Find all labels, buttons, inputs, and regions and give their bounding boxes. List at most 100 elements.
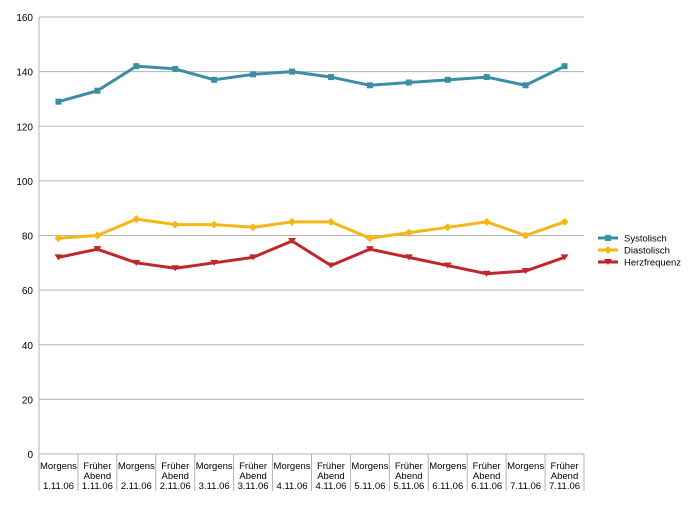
data-point-diastolisch bbox=[288, 217, 297, 226]
data-point-herzfrequenz bbox=[288, 237, 297, 244]
x-tick-label: Abend bbox=[239, 471, 266, 482]
x-tick-label: Abend bbox=[551, 471, 578, 482]
grid-lines bbox=[39, 16, 584, 455]
legend-entry-systolisch: Systolisch bbox=[598, 234, 667, 245]
data-point-herzfrequenz bbox=[560, 254, 569, 261]
x-tick-label: Morgens bbox=[40, 461, 77, 472]
axes bbox=[38, 17, 585, 491]
data-point-systolisch bbox=[405, 79, 412, 86]
data-point-diastolisch bbox=[54, 234, 63, 243]
x-tick-label: Früher bbox=[161, 461, 189, 472]
x-tick-label: Morgens bbox=[196, 461, 233, 472]
x-tick-label: Abend bbox=[84, 471, 111, 482]
data-point-systolisch bbox=[211, 76, 218, 83]
legend-swatch-marker bbox=[605, 235, 611, 241]
data-point-systolisch bbox=[289, 68, 296, 75]
series-diastolisch bbox=[54, 215, 569, 243]
y-tick-label: 100 bbox=[16, 177, 33, 188]
x-tick-label: Abend bbox=[162, 471, 189, 482]
data-point-herzfrequenz bbox=[54, 254, 63, 261]
data-point-systolisch bbox=[55, 98, 62, 105]
x-tick-date: 6.11.06 bbox=[432, 481, 463, 492]
data-point-systolisch bbox=[327, 74, 334, 81]
legend-swatch-marker bbox=[604, 246, 612, 254]
legend-label: Herzfrequenz bbox=[624, 258, 681, 269]
x-tick-date: 7.11.06 bbox=[549, 481, 580, 492]
y-tick-label: 60 bbox=[22, 286, 34, 297]
x-tick-label: Morgens bbox=[351, 461, 388, 472]
legend-swatch-marker bbox=[604, 259, 612, 265]
legend-entry-herzfrequenz: Herzfrequenz bbox=[598, 258, 681, 269]
data-point-herzfrequenz bbox=[404, 254, 413, 261]
legend-entry-diastolisch: Diastolisch bbox=[598, 246, 670, 257]
data-point-systolisch bbox=[483, 74, 490, 81]
data-point-herzfrequenz bbox=[365, 246, 374, 253]
x-tick-date: 2.11.06 bbox=[160, 481, 191, 492]
x-tick-label: Früher bbox=[83, 461, 111, 472]
y-axis-tick-labels: 0 20 40 60 80 100 120 140 160 bbox=[16, 13, 33, 461]
x-tick-date: 2.11.06 bbox=[121, 481, 152, 492]
data-point-systolisch bbox=[522, 82, 529, 89]
data-point-diastolisch bbox=[404, 228, 413, 237]
data-point-systolisch bbox=[561, 63, 568, 70]
data-point-herzfrequenz bbox=[171, 265, 180, 272]
x-tick-date: 4.11.06 bbox=[277, 481, 308, 492]
x-tick-label: Morgens bbox=[274, 461, 311, 472]
y-tick-label: 80 bbox=[22, 232, 34, 243]
x-tick-label: Morgens bbox=[429, 461, 466, 472]
data-point-systolisch bbox=[366, 82, 373, 89]
legend-label: Diastolisch bbox=[624, 246, 670, 257]
data-point-herzfrequenz bbox=[326, 262, 335, 269]
legend-label: Systolisch bbox=[624, 234, 667, 245]
y-tick-label: 20 bbox=[22, 395, 34, 406]
data-point-diastolisch bbox=[249, 223, 258, 232]
x-tick-label: Früher bbox=[317, 461, 345, 472]
data-point-systolisch bbox=[444, 76, 451, 83]
x-tick-label: Abend bbox=[473, 471, 500, 482]
x-tick-label: Früher bbox=[395, 461, 423, 472]
y-tick-label: 160 bbox=[16, 13, 33, 24]
x-tick-label: Früher bbox=[239, 461, 267, 472]
x-tick-label: Früher bbox=[551, 461, 579, 472]
y-tick-label: 40 bbox=[22, 341, 34, 352]
y-tick-label: 120 bbox=[16, 122, 33, 133]
y-tick-label: 0 bbox=[27, 450, 33, 461]
data-series bbox=[54, 63, 569, 277]
data-point-herzfrequenz bbox=[93, 246, 102, 253]
x-tick-date: 7.11.06 bbox=[510, 481, 541, 492]
y-tick-label: 140 bbox=[16, 68, 33, 79]
x-tick-date: 1.11.06 bbox=[82, 481, 113, 492]
data-point-diastolisch bbox=[93, 231, 102, 240]
x-tick-date: 5.11.06 bbox=[354, 481, 385, 492]
data-point-systolisch bbox=[133, 63, 140, 70]
data-point-herzfrequenz bbox=[249, 254, 258, 261]
series-line-systolisch bbox=[58, 64, 566, 104]
series-systolisch bbox=[55, 63, 568, 105]
data-point-diastolisch bbox=[132, 215, 141, 224]
data-point-diastolisch bbox=[521, 231, 530, 240]
series-line-diastolisch bbox=[58, 217, 566, 240]
series-herzfrequenz bbox=[54, 237, 569, 277]
data-point-diastolisch bbox=[365, 234, 374, 243]
data-point-diastolisch bbox=[482, 217, 491, 226]
data-point-diastolisch bbox=[326, 217, 335, 226]
x-tick-label: Morgens bbox=[507, 461, 544, 472]
x-tick-date: 6.11.06 bbox=[471, 481, 502, 492]
data-point-diastolisch bbox=[210, 220, 219, 229]
data-point-systolisch bbox=[250, 71, 257, 78]
x-tick-label: Abend bbox=[395, 471, 422, 482]
data-point-diastolisch bbox=[171, 220, 180, 229]
x-tick-date: 5.11.06 bbox=[393, 481, 424, 492]
x-tick-label: Abend bbox=[317, 471, 344, 482]
x-tick-label: Früher bbox=[473, 461, 501, 472]
x-tick-date: 1.11.06 bbox=[43, 481, 74, 492]
data-point-diastolisch bbox=[560, 217, 569, 226]
x-tick-date: 3.11.06 bbox=[238, 481, 269, 492]
data-point-herzfrequenz bbox=[443, 262, 452, 269]
x-tick-label: Morgens bbox=[118, 461, 155, 472]
x-axis-tick-labels: Morgens1.11.06FrüherAbend1.11.06Morgens2… bbox=[40, 461, 580, 492]
series-line-herzfrequenz bbox=[58, 239, 566, 276]
